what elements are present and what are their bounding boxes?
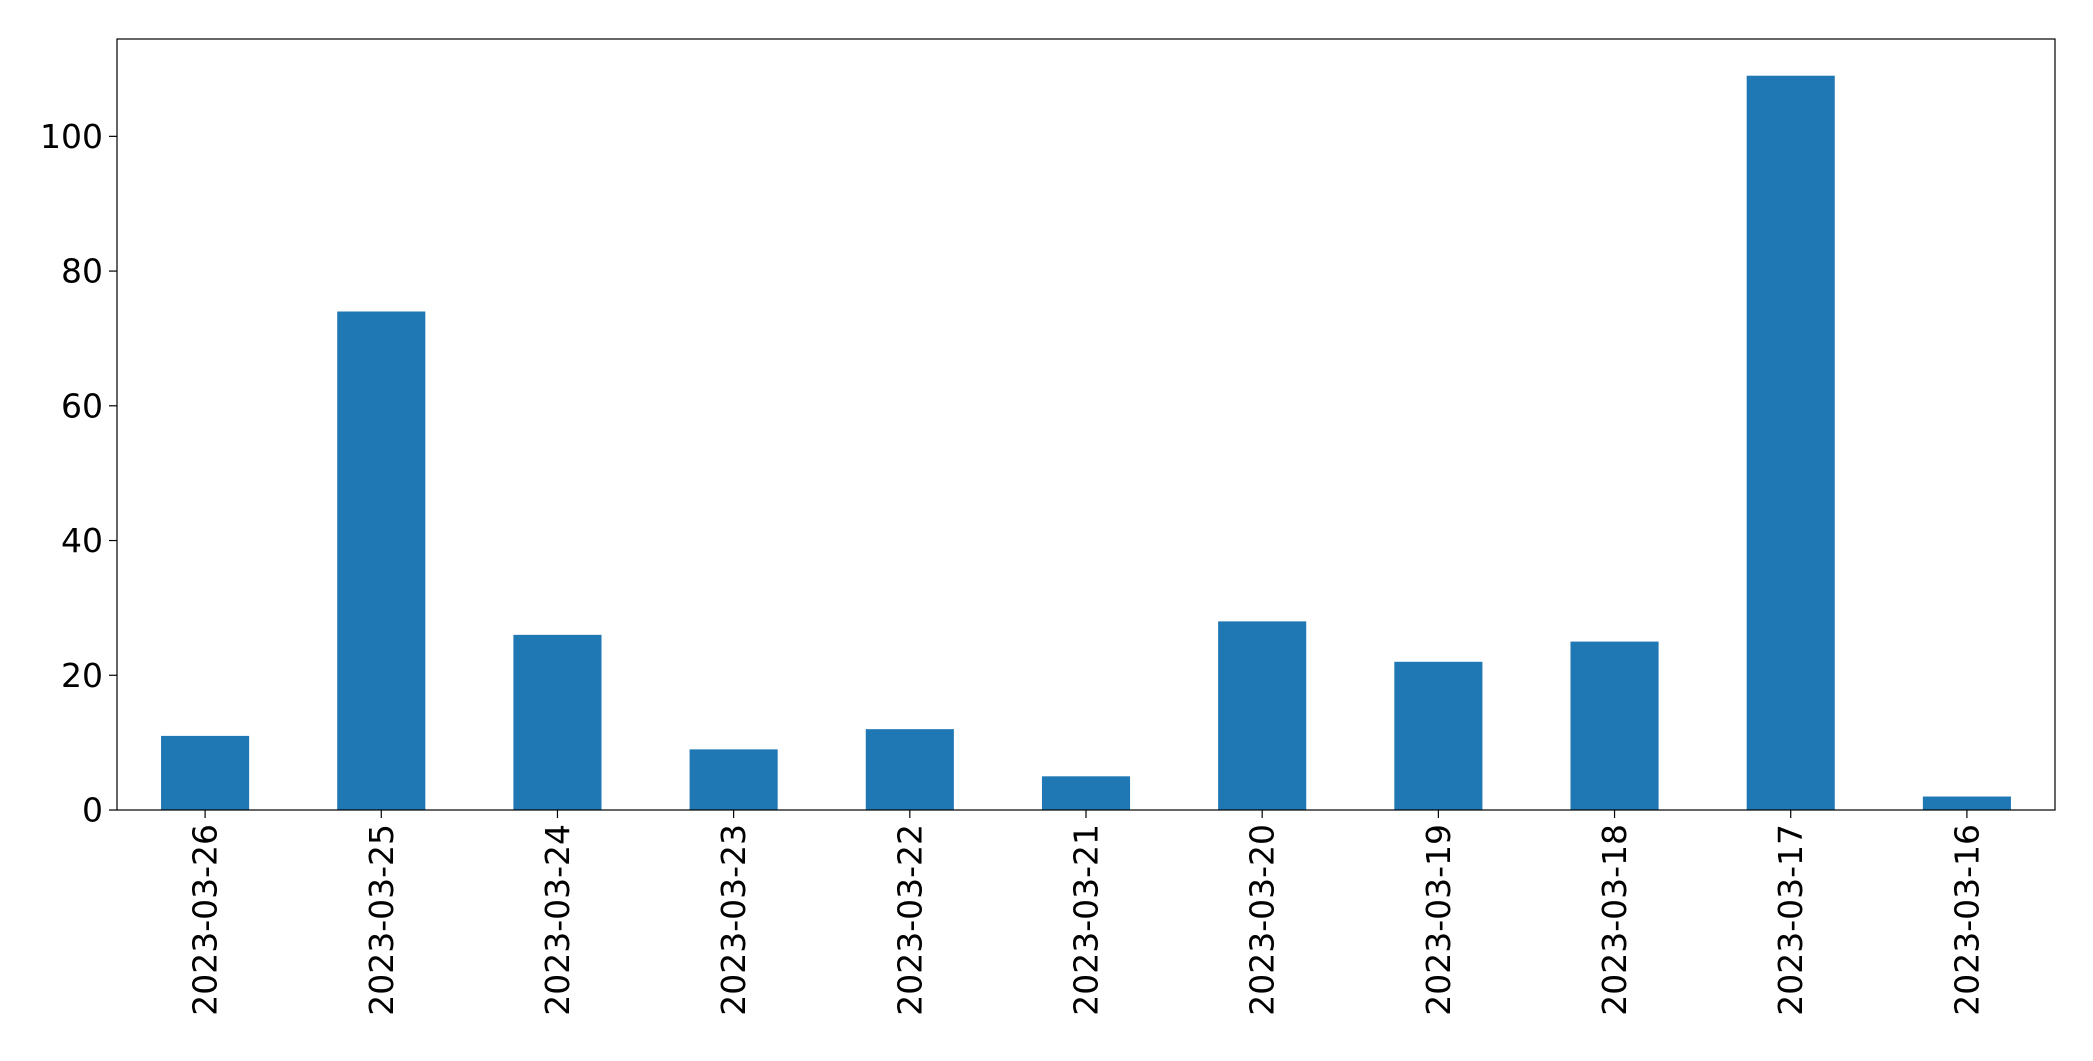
bar-2023-03-18 (1570, 641, 1659, 810)
x-tick-label: 2023-03-19 (1419, 824, 1458, 1016)
bar-2023-03-19 (1394, 661, 1483, 810)
x-tick-label: 2023-03-26 (186, 824, 225, 1016)
x-tick-label: 2023-03-20 (1243, 824, 1282, 1016)
bar-2023-03-23 (689, 749, 778, 810)
x-tick-label: 2023-03-23 (714, 824, 753, 1016)
y-tick-label: 0 (82, 791, 103, 830)
bar-2023-03-22 (865, 729, 954, 810)
bar-2023-03-16 (1922, 796, 2011, 810)
y-tick-label: 60 (61, 386, 103, 425)
bar-2023-03-24 (513, 634, 602, 810)
bar-2023-03-20 (1218, 621, 1307, 810)
x-tick-label: 2023-03-16 (1947, 824, 1986, 1016)
y-axis: 0 20 40 60 80 100 (40, 117, 117, 830)
bars-group (161, 75, 2011, 810)
plot-area-frame (116, 38, 2056, 811)
y-tick-label: 100 (40, 117, 103, 156)
y-tick-label: 20 (61, 656, 103, 695)
bar-2023-03-21 (1041, 776, 1131, 810)
x-axis: 2023-03-26 2023-03-25 2023-03-24 2023-03-23… (186, 810, 1986, 1016)
y-tick-label: 80 (61, 252, 103, 291)
bar-2023-03-26 (161, 735, 250, 810)
y-tick-label: 40 (61, 521, 103, 560)
x-tick-label: 2023-03-18 (1595, 824, 1634, 1016)
x-tick-label: 2023-03-21 (1067, 824, 1106, 1016)
x-tick-label: 2023-03-24 (538, 824, 577, 1016)
bar-2023-03-25 (337, 311, 426, 810)
x-tick-label: 2023-03-22 (890, 824, 929, 1016)
x-tick-label: 2023-03-17 (1771, 824, 1810, 1016)
bar-2023-03-17 (1746, 75, 1835, 810)
x-tick-label: 2023-03-25 (362, 824, 401, 1016)
